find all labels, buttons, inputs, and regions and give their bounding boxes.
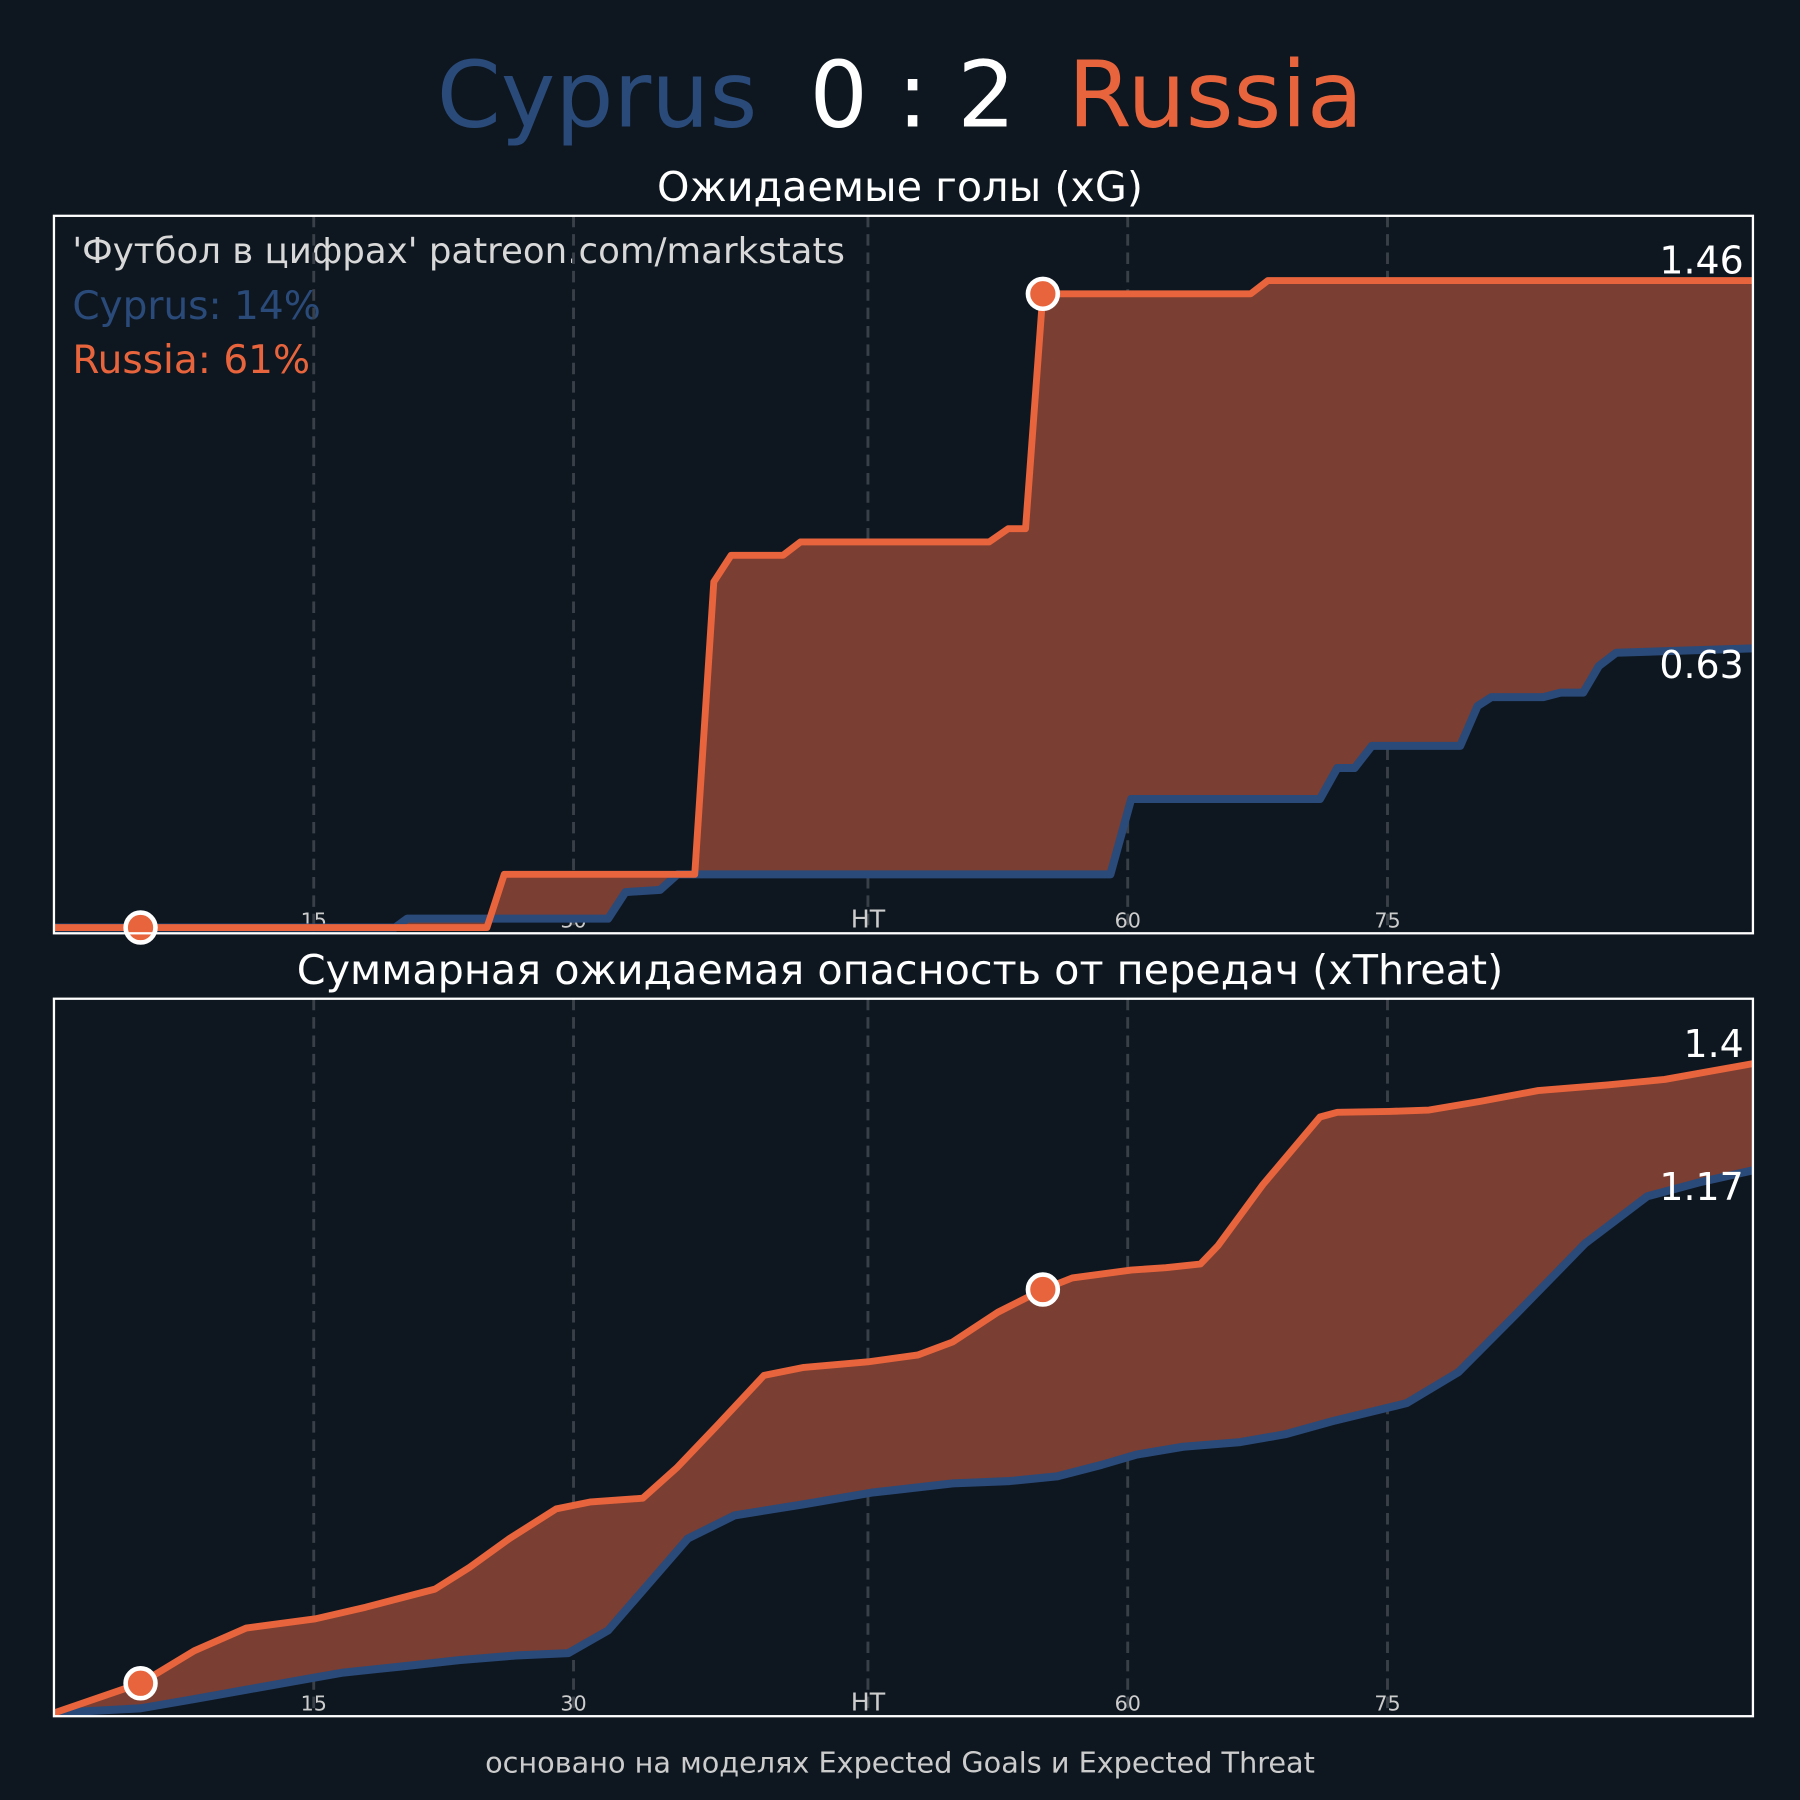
panel-frame [52, 214, 1755, 935]
x-tick-label: 75 [1374, 909, 1400, 933]
end-label: 1.4 [1684, 1022, 1744, 1066]
goal-marker [1025, 1272, 1061, 1307]
x-tick-label: 30 [560, 1691, 586, 1715]
end-label: 1.17 [1659, 1165, 1743, 1209]
x-tick-label: 15 [301, 1691, 327, 1715]
goal-marker [123, 910, 158, 945]
area-between [53, 280, 1753, 928]
area-between [53, 1063, 1753, 1713]
series-line [53, 644, 1754, 932]
x-tick-label: HT [851, 1687, 886, 1716]
goal-marker [123, 1666, 158, 1701]
match-title: Cyprus 0 : 2 Russia [437, 41, 1363, 148]
end-label: 1.46 [1659, 239, 1743, 283]
x-tick-label: 60 [1115, 1691, 1141, 1715]
x-tick-label: 75 [1374, 1691, 1400, 1715]
score: 0 : 2 [810, 41, 1016, 148]
panel-frame [52, 997, 1755, 1718]
x-tick-label: 60 [1115, 909, 1141, 933]
probability: Russia: 61% [72, 338, 310, 383]
series-line [53, 277, 1753, 931]
panel-title: Суммарная ожидаемая опасность от передач… [297, 946, 1504, 994]
goal-marker [1025, 276, 1061, 312]
probability: Cyprus: 14% [72, 284, 320, 329]
home-team: Cyprus [437, 41, 758, 148]
footer: основано на моделях Expected Goals и Exp… [485, 1745, 1315, 1779]
series-line [53, 1166, 1754, 1717]
x-tick-label: HT [851, 905, 886, 934]
series-line [52, 1060, 1754, 1717]
away-team: Russia [1068, 41, 1363, 148]
watermark: 'Футбол в цифрах' patreon.com/markstats [72, 231, 845, 272]
panel-title: Ожидаемые голы (xG) [657, 163, 1143, 211]
end-label: 0.63 [1659, 643, 1743, 687]
